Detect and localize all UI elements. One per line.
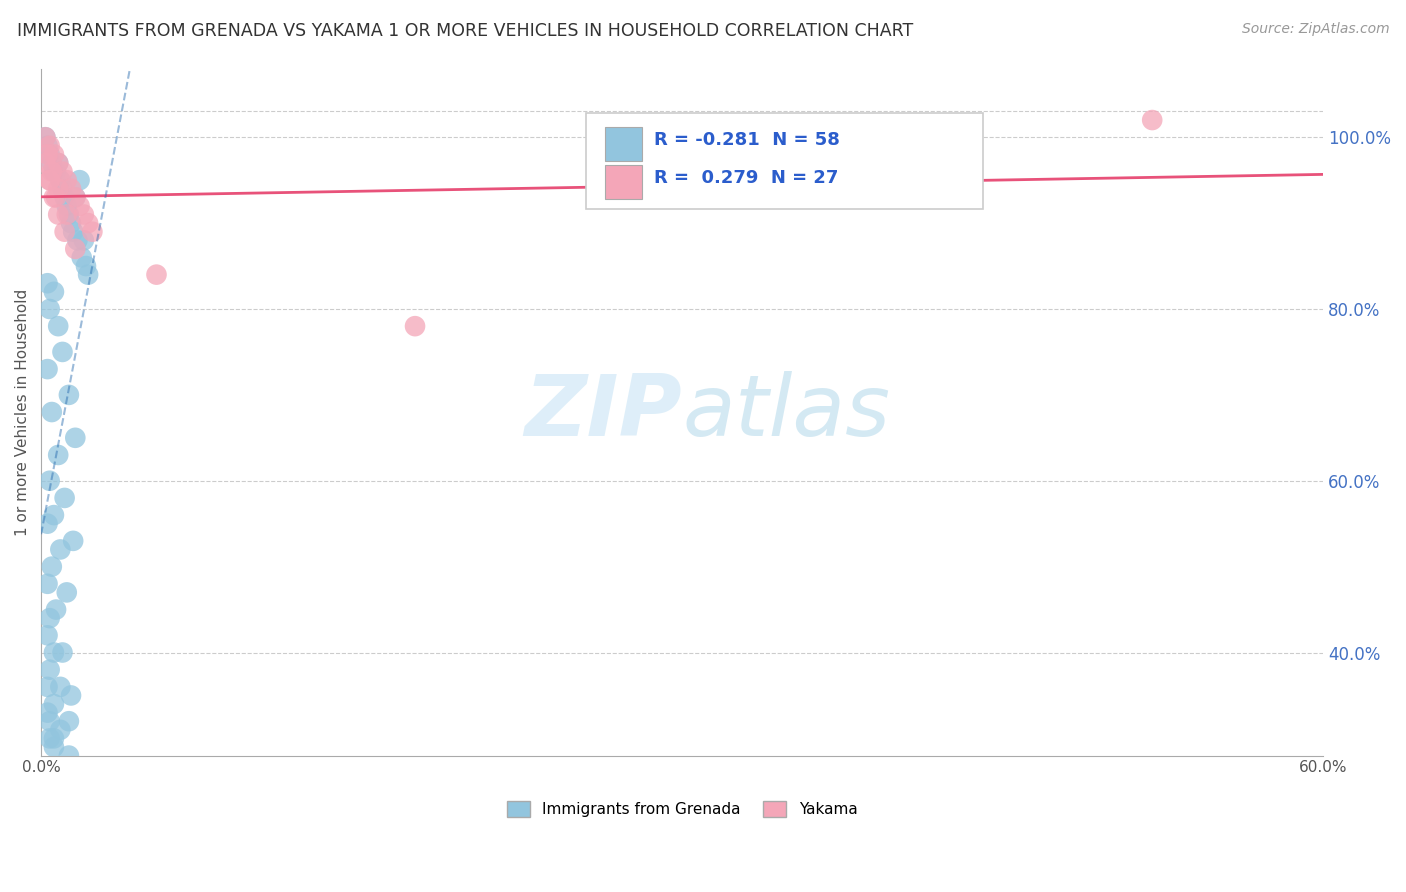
Point [38,147,60,161]
Point [60,216,83,230]
FancyBboxPatch shape [605,127,643,161]
Text: Source: ZipAtlas.com: Source: ZipAtlas.com [1241,22,1389,37]
Point [65,190,87,204]
Point [38,731,60,746]
Point [73,207,96,221]
Point [42,739,65,754]
Point [49,542,72,557]
Point [69,199,91,213]
Point [60,182,83,196]
Point [55,585,77,599]
Point [45,190,67,204]
Point [38,474,60,488]
Text: R = -0.281  N = 58: R = -0.281 N = 58 [654,131,839,149]
Point [55,173,77,187]
Point [37,680,59,694]
Y-axis label: 1 or more Vehicles in Household: 1 or more Vehicles in Household [15,288,30,536]
Point [42,646,65,660]
Point [38,301,60,316]
Point [37,362,59,376]
Point [62,225,84,239]
Point [37,138,59,153]
Point [53,190,76,204]
Point [37,147,59,161]
Text: R =  0.279  N = 27: R = 0.279 N = 27 [654,169,838,187]
Point [42,731,65,746]
Point [58,388,80,402]
Point [41,559,63,574]
Point [66,233,89,247]
Point [55,207,77,221]
Point [58,748,80,763]
Point [34,130,56,145]
Point [37,277,59,291]
Point [70,251,93,265]
Point [75,259,97,273]
Point [77,216,100,230]
Point [37,516,59,531]
Point [46,156,69,170]
Point [46,207,69,221]
Text: IMMIGRANTS FROM GRENADA VS YAKAMA 1 OR MORE VEHICLES IN HOUSEHOLD CORRELATION CH: IMMIGRANTS FROM GRENADA VS YAKAMA 1 OR M… [17,22,912,40]
Point [46,448,69,462]
Point [53,225,76,239]
Point [65,242,87,256]
Point [46,319,69,334]
Point [41,405,63,419]
Point [41,156,63,170]
Legend: Immigrants from Grenada, Yakama: Immigrants from Grenada, Yakama [501,796,863,823]
Point [58,207,80,221]
Point [69,173,91,187]
Point [62,533,84,548]
Point [37,706,59,720]
Point [65,431,87,445]
Point [42,285,65,299]
Point [42,508,65,522]
Point [53,491,76,505]
Point [49,173,72,187]
Point [49,680,72,694]
Point [46,182,69,196]
Point [51,182,73,196]
FancyBboxPatch shape [586,113,983,210]
Point [38,173,60,187]
Point [65,190,87,204]
Point [58,714,80,729]
Point [82,225,104,239]
Point [38,611,60,625]
Point [51,164,73,178]
Point [42,147,65,161]
Point [42,697,65,711]
Text: atlas: atlas [682,370,890,453]
Point [37,576,59,591]
Point [37,628,59,642]
Point [38,714,60,729]
Point [1140,113,1163,128]
Point [42,164,65,178]
FancyBboxPatch shape [605,165,643,199]
Point [51,345,73,359]
Point [38,663,60,677]
Point [145,268,167,282]
Point [45,164,67,178]
Text: ZIP: ZIP [524,370,682,453]
Point [46,156,69,170]
Point [41,164,63,178]
Point [38,173,60,187]
Point [60,689,83,703]
Point [404,319,426,334]
Point [34,130,56,145]
Point [55,199,77,213]
Point [42,190,65,204]
Point [73,233,96,247]
Point [34,156,56,170]
Point [51,646,73,660]
Point [38,138,60,153]
Point [45,602,67,616]
Point [77,268,100,282]
Point [49,723,72,737]
